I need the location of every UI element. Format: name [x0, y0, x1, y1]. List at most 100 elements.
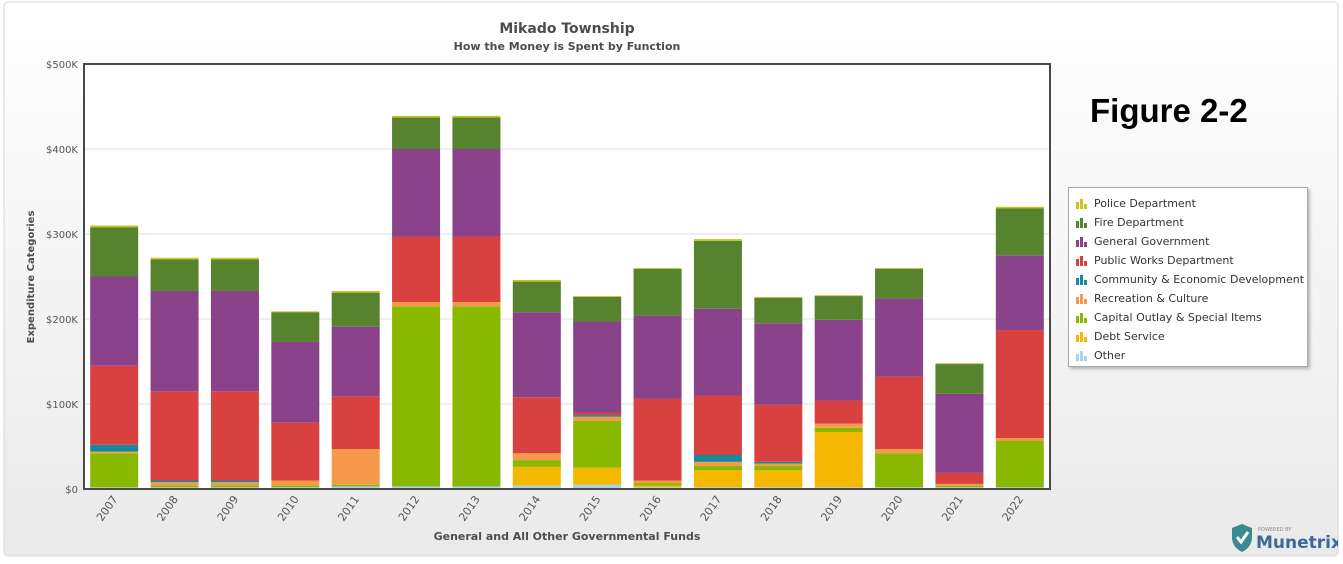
bar-segment[interactable]	[754, 470, 803, 488]
bar-segment[interactable]	[271, 485, 320, 488]
bar-segment[interactable]	[573, 321, 622, 413]
bar-segment[interactable]	[995, 206, 1044, 209]
bar-segment[interactable]	[814, 295, 863, 297]
bar-segment[interactable]	[995, 438, 1044, 441]
bar-segment[interactable]	[210, 257, 259, 260]
bar-segment[interactable]	[331, 290, 380, 293]
bar-segment[interactable]	[935, 483, 984, 486]
bar-segment[interactable]	[573, 416, 622, 421]
bar-segment[interactable]	[392, 302, 441, 307]
bar-segment[interactable]	[210, 259, 259, 291]
bar-segment[interactable]	[452, 117, 501, 149]
bar-segment[interactable]	[633, 483, 682, 486]
bar-segment[interactable]	[995, 255, 1044, 331]
bar-segment[interactable]	[150, 290, 199, 392]
bar-segment[interactable]	[633, 268, 682, 269]
bar-segment[interactable]	[90, 365, 139, 445]
bar-segment[interactable]	[875, 268, 924, 269]
bar-segment[interactable]	[150, 259, 199, 291]
legend-item[interactable]: Fire Department	[1076, 213, 1307, 232]
bar-segment[interactable]	[754, 297, 803, 324]
bar-segment[interactable]	[271, 480, 320, 486]
bar-segment[interactable]	[935, 472, 984, 484]
bar-segment[interactable]	[935, 363, 984, 365]
bar-segment[interactable]	[935, 364, 984, 394]
bar-segment[interactable]	[210, 485, 259, 488]
bar-segment[interactable]	[814, 423, 863, 428]
bar-segment[interactable]	[150, 480, 199, 483]
bar-segment[interactable]	[512, 466, 561, 486]
bar-segment[interactable]	[512, 460, 561, 467]
bar-segment[interactable]	[754, 466, 803, 471]
bar-segment[interactable]	[754, 463, 803, 467]
bar-segment[interactable]	[271, 422, 320, 481]
legend-item[interactable]: Recreation & Culture	[1076, 289, 1307, 308]
bar-segment[interactable]	[573, 412, 622, 416]
legend-item[interactable]: Debt Service	[1076, 327, 1307, 346]
bar-segment[interactable]	[452, 306, 501, 487]
legend-item[interactable]: Police Department	[1076, 194, 1307, 213]
bar-segment[interactable]	[693, 240, 742, 309]
legend-item[interactable]: Capital Outlay & Special Items	[1076, 308, 1307, 327]
bar-segment[interactable]	[150, 391, 199, 481]
bar-segment[interactable]	[875, 298, 924, 377]
bar-segment[interactable]	[331, 486, 380, 489]
bar-segment[interactable]	[392, 115, 441, 118]
bar-segment[interactable]	[875, 376, 924, 450]
bar-segment[interactable]	[150, 485, 199, 488]
bar-segment[interactable]	[331, 449, 380, 485]
bar-segment[interactable]	[935, 485, 984, 488]
bar-segment[interactable]	[90, 453, 139, 488]
bar-segment[interactable]	[754, 296, 803, 298]
bar-segment[interactable]	[452, 115, 501, 118]
bar-segment[interactable]	[754, 323, 803, 405]
bar-segment[interactable]	[693, 466, 742, 471]
bar-segment[interactable]	[331, 396, 380, 450]
legend-item[interactable]: Public Works Department	[1076, 251, 1307, 270]
bar-segment[interactable]	[814, 319, 863, 401]
bar-segment[interactable]	[512, 485, 561, 489]
bar-segment[interactable]	[90, 276, 139, 366]
legend-item[interactable]: Community & Economic Development	[1076, 270, 1307, 289]
bar-segment[interactable]	[573, 415, 622, 417]
bar-segment[interactable]	[512, 312, 561, 398]
bar-segment[interactable]	[90, 444, 139, 452]
bar-segment[interactable]	[271, 312, 320, 342]
bar-segment[interactable]	[633, 485, 682, 488]
bar-segment[interactable]	[693, 308, 742, 396]
bar-segment[interactable]	[90, 225, 139, 228]
bar-segment[interactable]	[90, 227, 139, 277]
bar-segment[interactable]	[331, 326, 380, 397]
bar-segment[interactable]	[935, 393, 984, 473]
bar-segment[interactable]	[875, 449, 924, 454]
bar-segment[interactable]	[90, 451, 139, 454]
bar-segment[interactable]	[814, 296, 863, 320]
bar-segment[interactable]	[392, 236, 441, 302]
bar-segment[interactable]	[754, 461, 803, 464]
bar-segment[interactable]	[573, 467, 622, 485]
bar-segment[interactable]	[210, 391, 259, 481]
bar-segment[interactable]	[452, 302, 501, 307]
bar-segment[interactable]	[693, 470, 742, 488]
bar-segment[interactable]	[995, 440, 1044, 488]
bar-segment[interactable]	[512, 281, 561, 313]
bar-segment[interactable]	[573, 421, 622, 468]
bar-segment[interactable]	[633, 398, 682, 481]
bar-segment[interactable]	[392, 149, 441, 237]
bar-segment[interactable]	[271, 341, 320, 423]
bar-segment[interactable]	[995, 330, 1044, 438]
bar-segment[interactable]	[392, 117, 441, 149]
bar-segment[interactable]	[995, 208, 1044, 256]
bar-segment[interactable]	[693, 461, 742, 467]
bar-segment[interactable]	[814, 432, 863, 488]
bar-segment[interactable]	[331, 292, 380, 327]
bar-segment[interactable]	[452, 236, 501, 302]
bar-segment[interactable]	[331, 484, 380, 487]
bar-segment[interactable]	[693, 455, 742, 462]
bar-segment[interactable]	[271, 311, 320, 313]
bar-segment[interactable]	[875, 453, 924, 488]
bar-segment[interactable]	[633, 315, 682, 399]
legend-item[interactable]: Other	[1076, 346, 1307, 365]
bar-segment[interactable]	[573, 484, 622, 489]
bar-segment[interactable]	[814, 400, 863, 424]
